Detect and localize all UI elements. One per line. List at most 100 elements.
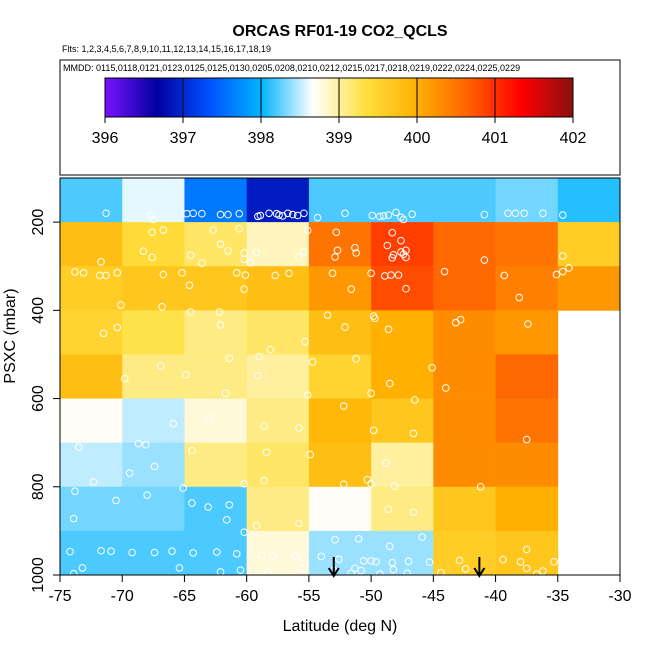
sample-point	[334, 555, 343, 563]
sample-point	[125, 469, 134, 477]
arrow-head	[473, 567, 486, 578]
sample-point	[216, 210, 225, 219]
sample-point	[384, 325, 393, 334]
heatmap-cell	[246, 442, 310, 488]
sample-point	[369, 426, 378, 435]
y-axis-label: PSXC (mbar)	[2, 288, 19, 383]
sample-point	[181, 370, 190, 379]
sample-point	[97, 258, 105, 266]
sample-point	[240, 255, 248, 263]
sample-point	[500, 271, 509, 280]
heatmap-cell	[246, 398, 310, 444]
sample-point	[367, 269, 375, 278]
sample-point	[215, 308, 224, 316]
sample-point	[332, 228, 341, 237]
sample-point	[139, 247, 148, 256]
sample-point	[113, 323, 122, 332]
sample-point	[159, 226, 168, 234]
sample-point	[317, 552, 326, 561]
heatmap-cell	[433, 442, 496, 488]
sample-point	[480, 256, 489, 264]
sample-point	[225, 501, 234, 509]
sample-point	[558, 252, 567, 260]
flights-label: Flts: 1,2,3,4,5,6,7,8,9,10,11,12,13,14,1…	[62, 44, 271, 54]
sample-point	[285, 269, 293, 278]
sample-point	[384, 505, 393, 514]
sample-point	[78, 564, 87, 572]
sample-point	[300, 247, 308, 256]
heatmap-cell	[184, 442, 248, 488]
dates-label: MMDD: 0115,0118,0121,0123,0125,0125,0130…	[63, 63, 520, 73]
sample-point	[143, 491, 151, 499]
sample-point	[134, 439, 143, 448]
sample-point	[169, 419, 178, 428]
heatmap-cell	[246, 486, 310, 532]
sample-point	[216, 321, 225, 329]
heatmap-cell	[557, 222, 621, 267]
sample-point	[232, 269, 241, 277]
x-tick-label: -45	[422, 588, 445, 605]
sample-point	[367, 479, 375, 488]
sample-point	[367, 557, 375, 565]
sample-point	[328, 269, 337, 278]
sample-point	[341, 323, 349, 331]
heatmap-cell	[308, 310, 372, 355]
sample-point	[349, 501, 358, 509]
sample-point	[99, 329, 108, 338]
sample-point	[441, 384, 450, 392]
sample-point	[252, 248, 261, 257]
sample-point	[288, 210, 297, 219]
sample-point	[339, 402, 348, 410]
chart-title: ORCAS RF01-19 CO2_QCLS	[232, 23, 447, 40]
sample-point	[189, 209, 197, 218]
sample-point	[354, 535, 363, 543]
sample-point	[451, 318, 460, 327]
sample-point	[402, 284, 410, 293]
sample-point	[392, 208, 400, 217]
latitude-arrows	[327, 557, 486, 578]
sample-point	[387, 271, 395, 279]
sample-point	[388, 228, 397, 237]
sample-point	[522, 564, 531, 573]
sample-point	[385, 542, 394, 551]
sample-point	[198, 209, 206, 218]
heatmap-cell	[246, 222, 310, 267]
sample-point	[224, 210, 232, 219]
y-axis: 200 400 600 800 1000	[30, 209, 60, 593]
sample-point	[185, 281, 194, 289]
heatmap-cell	[60, 178, 123, 223]
sample-point	[440, 267, 449, 276]
heatmap-cell	[371, 178, 434, 223]
sample-point	[204, 503, 212, 511]
sample-point	[347, 522, 356, 530]
sample-point	[522, 435, 531, 444]
heatmap-cell	[246, 178, 310, 223]
sample-point	[390, 482, 399, 491]
colorbar-tick-label: 399	[326, 130, 353, 147]
sample-point	[178, 269, 186, 277]
sample-point	[515, 293, 524, 302]
heatmap-cell	[433, 530, 496, 576]
x-tick-label: -35	[546, 588, 569, 605]
sample-point	[410, 396, 419, 404]
sample-point	[371, 314, 379, 323]
sample-point	[351, 243, 359, 252]
sample-point	[66, 547, 74, 556]
sample-point	[240, 479, 248, 488]
sample-point	[260, 422, 268, 430]
sample-point	[89, 478, 98, 486]
sample-point	[303, 391, 312, 399]
heatmap-cell	[122, 178, 185, 223]
heatmap-cell	[371, 310, 434, 355]
sample-point	[298, 553, 307, 562]
sample-point	[188, 446, 196, 455]
sample-point	[352, 355, 360, 363]
sample-point	[69, 514, 78, 523]
heatmap-cell	[371, 486, 434, 532]
heatmap-cell	[495, 442, 559, 488]
sample-point	[376, 570, 384, 578]
sample-point	[295, 253, 303, 261]
sample-point	[389, 565, 398, 574]
x-tick-label: -65	[173, 588, 196, 605]
sample-point	[291, 552, 300, 560]
